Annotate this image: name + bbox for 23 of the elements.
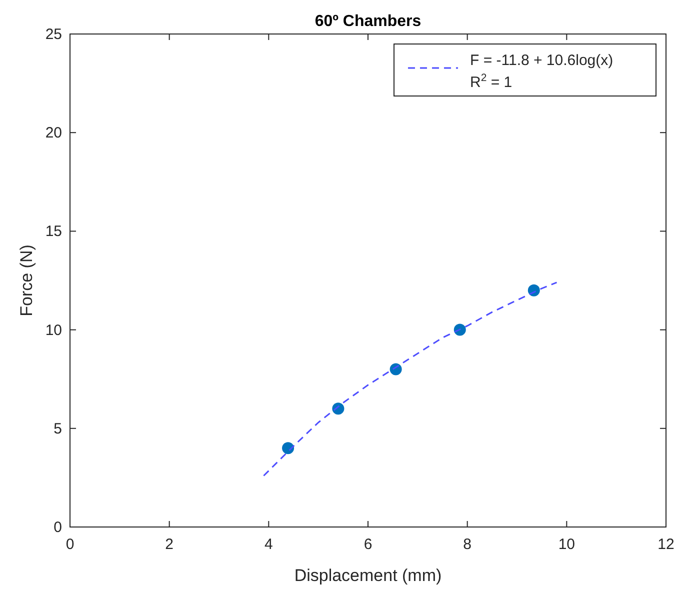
y-tick-label: 15	[45, 223, 62, 240]
x-tick-label: 4	[264, 536, 273, 553]
chart-title: 60º Chambers	[314, 13, 422, 30]
y-tick-label: 0	[54, 519, 62, 536]
x-tick-label: 8	[463, 536, 472, 553]
legend-label: F = -11.8 + 10.6log(x)	[470, 52, 614, 69]
y-tick-label: 5	[54, 420, 62, 438]
point	[332, 402, 344, 415]
x-tick-label: 6	[364, 536, 372, 553]
y-tick-label: 25	[45, 26, 62, 43]
x-tick-label: 2	[165, 536, 174, 553]
point	[528, 284, 540, 296]
point	[454, 324, 466, 336]
x-axis-title: Displacement (mm)	[294, 566, 442, 585]
x-tick-label: 0	[66, 536, 74, 553]
x-tick-label: 10	[558, 536, 576, 553]
y-axis-title: Force (N)	[17, 244, 36, 316]
line-series	[262, 282, 558, 476]
y-tick-label: 10	[45, 322, 62, 339]
x-tick-label: 12	[658, 536, 674, 553]
annotation: R$^{2}$ = 1	[470, 72, 512, 91]
y-tick-label: 20	[45, 124, 62, 142]
point	[282, 442, 294, 454]
